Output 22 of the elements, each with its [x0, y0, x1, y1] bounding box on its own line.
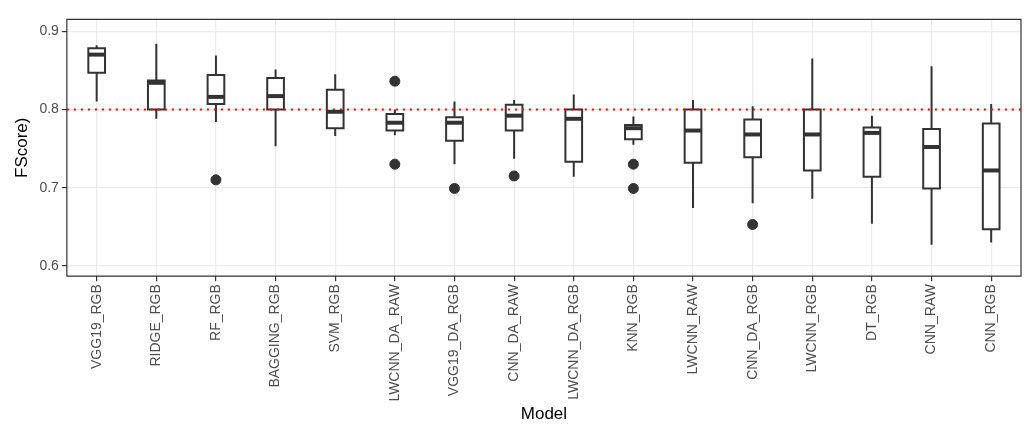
x-tick-label: BAGGING_RGB [266, 284, 283, 388]
x-tick-label: CNN_DA_RGB [743, 284, 760, 380]
y-tick-label: 0.8 [39, 100, 60, 117]
x-tick-label: LWCNN_RGB [803, 284, 820, 373]
x-tick-label: VGG19_DA_RGB [445, 284, 462, 397]
x-tick-label: DT_RGB [862, 284, 879, 341]
x-tick-label: KNN_RGB [624, 284, 641, 352]
y-tick-label: 0.7 [39, 178, 60, 195]
y-tick-label: 0.6 [39, 256, 60, 273]
x-tick-label: RIDGE_RGB [147, 284, 164, 367]
x-tick-label: CNN_RGB [982, 284, 999, 353]
x-tick-label: LWCNN_RAW [683, 283, 700, 375]
x-tick-label: VGG19_RGB [87, 284, 104, 369]
x-tick-label: LWCNN_DA_RGB [564, 284, 581, 400]
x-tick-label: SVM_RGB [326, 284, 343, 353]
x-tick-label: CNN_RAW [922, 283, 939, 355]
x-tick-label: LWCNN_DA_RAW [385, 283, 402, 402]
x-tick-label: RF_RGB [206, 284, 223, 341]
y-axis-title: FScore) [11, 117, 31, 179]
y-tick-label: 0.9 [39, 22, 60, 38]
x-tick-label: CNN_DA_RAW [504, 283, 521, 382]
x-axis-title: Model [520, 404, 568, 424]
